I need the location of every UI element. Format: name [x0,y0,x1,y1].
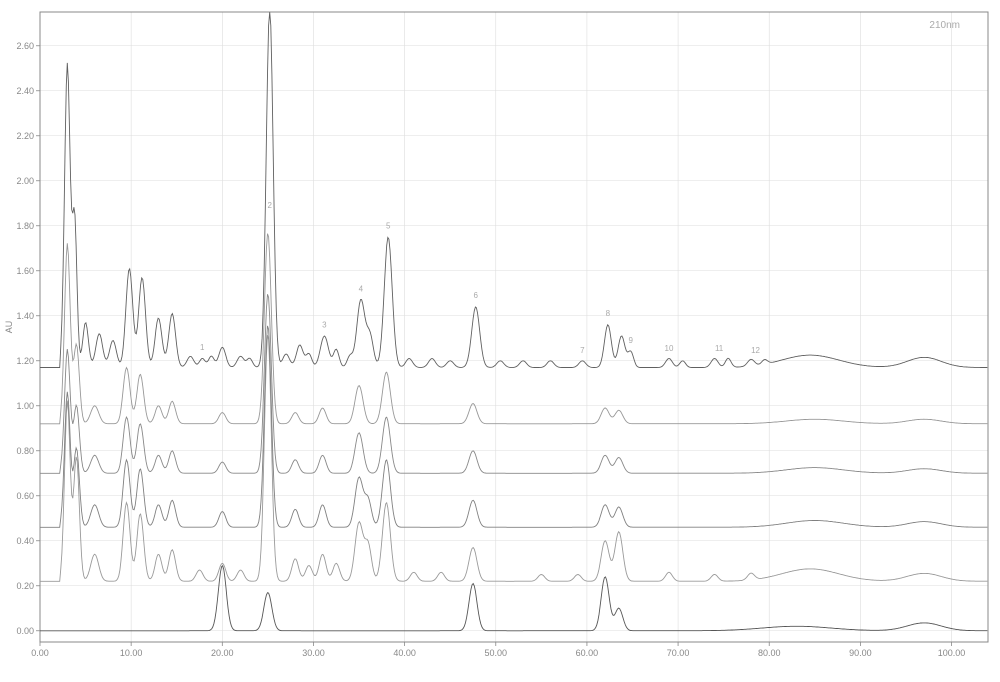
ytick-label: 1.60 [16,266,34,276]
chromatogram-chart: 0.00 0.20 0.40 0.60 0.80 1.00 1.20 1.40 1.60 1.80… [0,0,1000,682]
peak-label: 12 [751,346,760,355]
peak-label: 6 [473,291,478,300]
y-axis-label: AU [4,321,14,334]
wavelength-annotation: 210nm [929,20,960,31]
ytick-label: 2.20 [16,131,34,141]
ytick-label: 2.60 [16,41,34,51]
ytick-label: 1.40 [16,311,34,321]
ytick-label: 1.80 [16,221,34,231]
peak-label: 4 [359,284,364,293]
xtick-label: 70.00 [667,648,690,658]
ytick-label: 0.20 [16,581,34,591]
xtick-label: 30.00 [302,648,325,658]
ytick-label: 0.60 [16,491,34,501]
xtick-label: 80.00 [758,648,781,658]
ytick-label: 2.40 [16,86,34,96]
ytick-label: 0.80 [16,446,34,456]
peak-label: 9 [628,336,633,345]
xtick-label: 60.00 [576,648,599,658]
xtick-label: 90.00 [849,648,872,658]
ytick-label: 1.00 [16,401,34,411]
ytick-label: 1.20 [16,356,34,366]
peak-label: 10 [665,344,674,353]
peak-label: 11 [715,344,724,353]
xtick-label: 20.00 [211,648,234,658]
xtick-label: 50.00 [485,648,508,658]
xtick-label: 10.00 [120,648,143,658]
ytick-label: 0.40 [16,536,34,546]
xtick-label: 100.00 [938,648,966,658]
peak-label: 7 [580,346,585,355]
peak-label: 3 [322,320,327,329]
peak-label: 8 [606,309,611,318]
peak-label: 5 [386,221,391,230]
ytick-label: 2.00 [16,176,34,186]
xtick-label: 40.00 [393,648,416,658]
xtick-label: 0.00 [31,648,49,658]
peak-label: 1 [200,343,205,352]
peak-label: 2 [267,201,272,210]
ytick-label: 0.00 [16,626,34,636]
